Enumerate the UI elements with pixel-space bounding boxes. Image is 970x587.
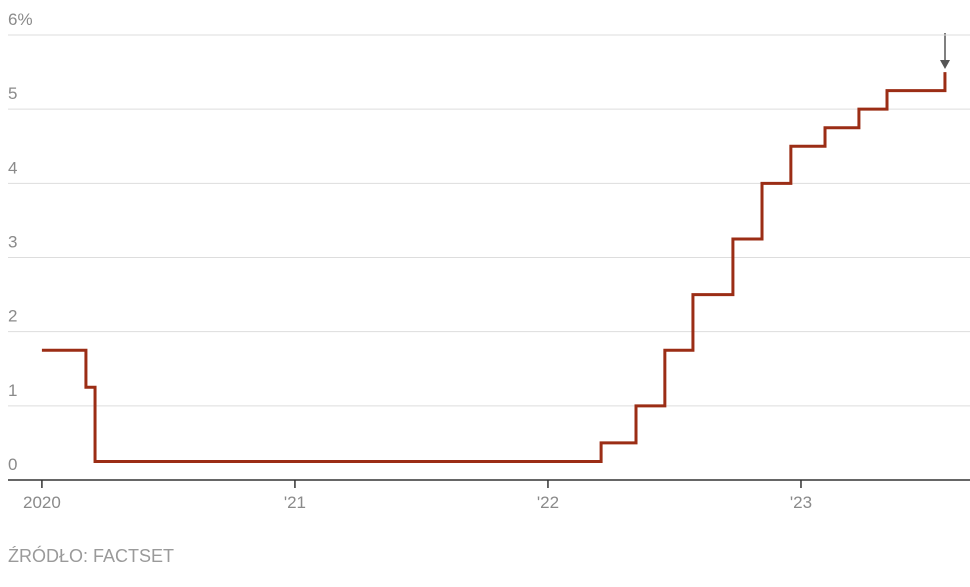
- source: ŹRÓDŁO: FACTSET: [8, 545, 174, 566]
- y-tick-label: 1: [8, 381, 17, 400]
- x-tick-label: '22: [537, 493, 559, 512]
- y-tick-label: 3: [8, 233, 17, 252]
- y-tick-label: 2: [8, 307, 17, 326]
- arrow-head: [940, 60, 950, 69]
- y-tick-label: 4: [8, 158, 17, 177]
- y-tick-label: 6%: [8, 10, 33, 29]
- line: [41, 72, 947, 463]
- y-tick-label: 5: [8, 84, 17, 103]
- y-tick-label: 0: [8, 455, 17, 474]
- x-tick-label: '23: [790, 493, 812, 512]
- x-tick-label: 2020: [23, 493, 61, 512]
- x-tick-label: '21: [284, 493, 306, 512]
